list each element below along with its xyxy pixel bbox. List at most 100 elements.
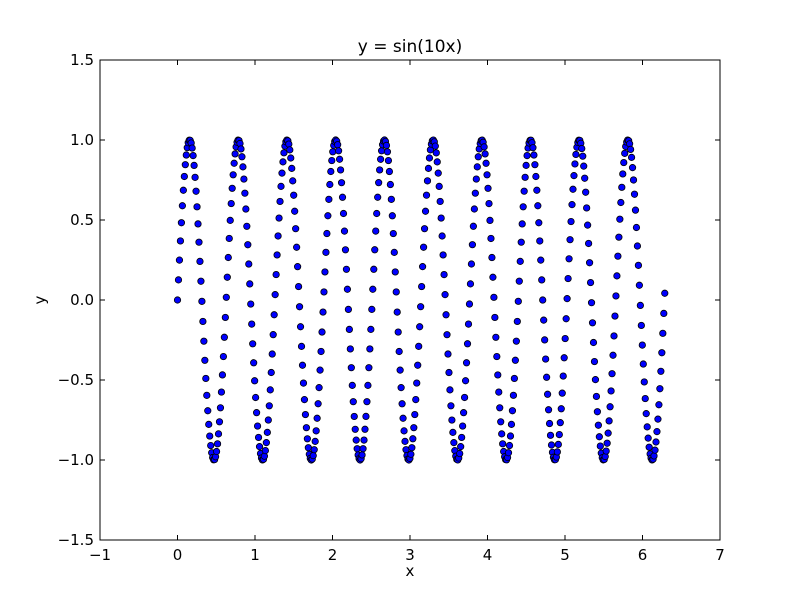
data-point (516, 257, 524, 265)
data-point (534, 202, 542, 210)
data-point (388, 212, 396, 220)
data-point (216, 404, 225, 412)
data-point (370, 265, 378, 273)
data-point (197, 277, 205, 285)
data-point (605, 417, 613, 425)
data-point (420, 225, 429, 233)
data-point (297, 342, 306, 350)
data-point (421, 207, 430, 215)
data-point (441, 291, 449, 299)
data-point (202, 374, 210, 383)
data-point (457, 443, 465, 451)
data-point (194, 220, 202, 228)
data-point (531, 161, 539, 169)
data-point (313, 414, 321, 422)
data-point (450, 439, 458, 447)
data-point (425, 154, 434, 162)
data-point (239, 163, 247, 171)
data-point (616, 215, 624, 223)
data-point (655, 401, 663, 409)
data-point (215, 418, 224, 426)
data-point (593, 408, 601, 416)
data-point (195, 238, 203, 246)
data-point (292, 225, 300, 233)
data-point (636, 301, 644, 309)
data-point (376, 166, 384, 174)
data-point (382, 141, 391, 149)
data-point (546, 431, 555, 439)
data-point (515, 277, 523, 285)
data-point (277, 182, 285, 190)
data-point (268, 350, 276, 358)
data-point (341, 246, 350, 254)
data-point (439, 251, 447, 259)
data-point (468, 241, 476, 249)
data-point (367, 325, 375, 333)
data-point (377, 147, 386, 155)
data-point (219, 352, 227, 361)
data-point (344, 305, 352, 314)
data-point (318, 328, 326, 336)
data-point (374, 193, 382, 201)
data-point (480, 143, 488, 151)
data-point (596, 442, 604, 450)
data-point (578, 144, 586, 153)
data-point (411, 410, 419, 419)
data-point (657, 367, 665, 375)
data-point (294, 282, 303, 291)
data-point (304, 444, 312, 452)
data-point (519, 203, 527, 211)
data-point (181, 161, 189, 169)
data-point (461, 377, 470, 385)
data-point (563, 295, 571, 303)
data-point (271, 291, 279, 299)
data-point (443, 331, 451, 339)
data-point (442, 311, 450, 319)
data-point (492, 333, 500, 341)
data-point (188, 144, 196, 152)
data-point (396, 366, 404, 374)
data-point (447, 402, 455, 410)
data-point (407, 450, 415, 458)
data-point (460, 409, 468, 417)
data-point (242, 205, 250, 213)
data-point (182, 151, 190, 159)
y-tick-label: −1.0 (58, 451, 94, 469)
data-point (507, 420, 516, 428)
data-point (416, 323, 424, 331)
data-point (389, 229, 397, 238)
y-tick-label: 0.0 (70, 291, 94, 309)
data-point (498, 430, 506, 438)
x-tick-label: 4 (483, 546, 493, 564)
data-point (496, 404, 504, 412)
data-point (335, 155, 344, 163)
data-point (322, 248, 330, 256)
data-point (180, 172, 188, 181)
data-point (408, 444, 416, 452)
y-tick-label: 0.5 (70, 211, 94, 229)
data-point (537, 256, 545, 264)
data-point (255, 443, 264, 451)
data-point (218, 371, 227, 379)
x-tick-label: 7 (715, 546, 725, 564)
data-point (175, 256, 184, 264)
data-point (325, 195, 333, 203)
data-point (225, 234, 233, 243)
data-point (238, 153, 246, 161)
data-point (618, 183, 626, 191)
data-point (377, 155, 385, 163)
data-point (375, 179, 383, 187)
data-point (280, 149, 288, 157)
data-point (418, 282, 426, 291)
data-point (523, 151, 531, 160)
data-point (246, 280, 254, 288)
data-point (434, 169, 442, 177)
data-point (174, 276, 183, 284)
data-point (323, 229, 331, 238)
data-point (654, 415, 662, 423)
data-point (302, 424, 310, 432)
data-point (460, 393, 469, 402)
data-point (513, 317, 521, 326)
data-point (493, 352, 501, 361)
data-point (251, 377, 259, 385)
